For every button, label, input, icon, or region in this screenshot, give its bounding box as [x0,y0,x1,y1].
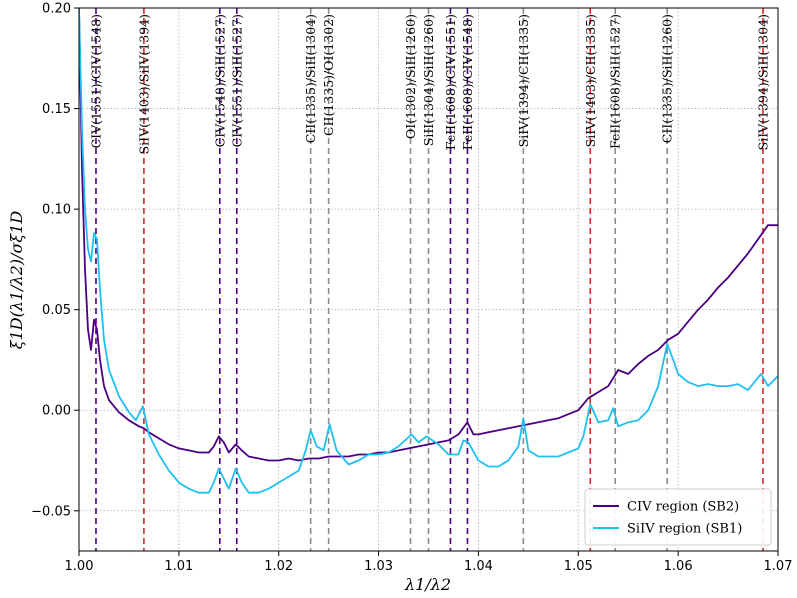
x-tick-label: 1.04 [464,559,493,574]
y-axis-label: ξ1D(λ1/λ2)/σξ1D [7,211,26,350]
annotation-lines [95,8,764,551]
x-tick-label: 1.07 [764,559,793,574]
annotation-label: SiII(1304)/SiII(1260) [421,14,436,146]
annotation-label: CIV(1548)/SiII(1527) [212,14,227,147]
annotation-label: FeII(1608)/CIV(1551) [443,14,458,150]
annotation-label: CIV(1551)/CIV(1548) [88,14,103,148]
x-tick-label: 1.06 [664,559,693,574]
annotation-label: CII(1335)/OI(1302) [321,14,336,136]
y-tick-label: 0.00 [42,404,71,419]
annotation-label: SiIV(1403)/SiIV(1394) [136,14,151,154]
x-axis: 1.00 1.01 1.02 1.03 1.04 1.05 1.06 1.07 [65,551,793,574]
annotation-label: CII(1335)/SiII(1260) [660,14,675,143]
x-tick-label: 1.02 [264,559,293,574]
annotation-labels: CIV(1551)/CIV(1548) SiIV(1403)/SiIV(1394)… [88,14,770,154]
legend-label: CIV region (SB2) [627,500,739,515]
series-line [79,8,778,462]
y-tick-label: 0.15 [42,102,71,117]
y-tick-label: 0.20 [42,2,71,17]
annotation-label: SiIV(1394)/CII(1335) [516,14,531,147]
annotation-label: SiIV(1394)/SiII(1304) [756,14,771,150]
series-lines [79,8,778,494]
annotation-label: CII(1335)/SiII(1304) [303,14,318,143]
annotation-label: FeII(1608)/SiII(1527) [608,14,623,149]
annotation-label: SiIV(1403)/CII(1335) [583,14,598,147]
annotation-label: OI(1302)/SiII(1260) [403,14,418,139]
annotation-label: FeII(1608)/CIV(1548) [460,14,475,150]
x-axis-label: λ1/λ2 [404,575,451,594]
legend: CIV region (SB2) SiIV region (SB1) [584,488,772,546]
x-tick-label: 1.03 [364,559,393,574]
y-tick-label: −0.05 [31,504,71,519]
plot-frame [78,7,779,552]
legend-label: SiIV region (SB1) [627,522,742,537]
x-tick-label: 1.00 [65,559,94,574]
series-line [79,8,778,494]
x-tick-label: 1.05 [564,559,593,574]
legend-box [584,488,772,546]
annotation-label: CIV(1551)/SiII(1527) [229,14,244,147]
x-tick-label: 1.01 [164,559,193,574]
y-axis: −0.05 0.00 0.05 0.10 0.15 0.20 [31,2,79,519]
y-tick-label: 0.10 [42,203,71,218]
y-tick-label: 0.05 [42,303,71,318]
